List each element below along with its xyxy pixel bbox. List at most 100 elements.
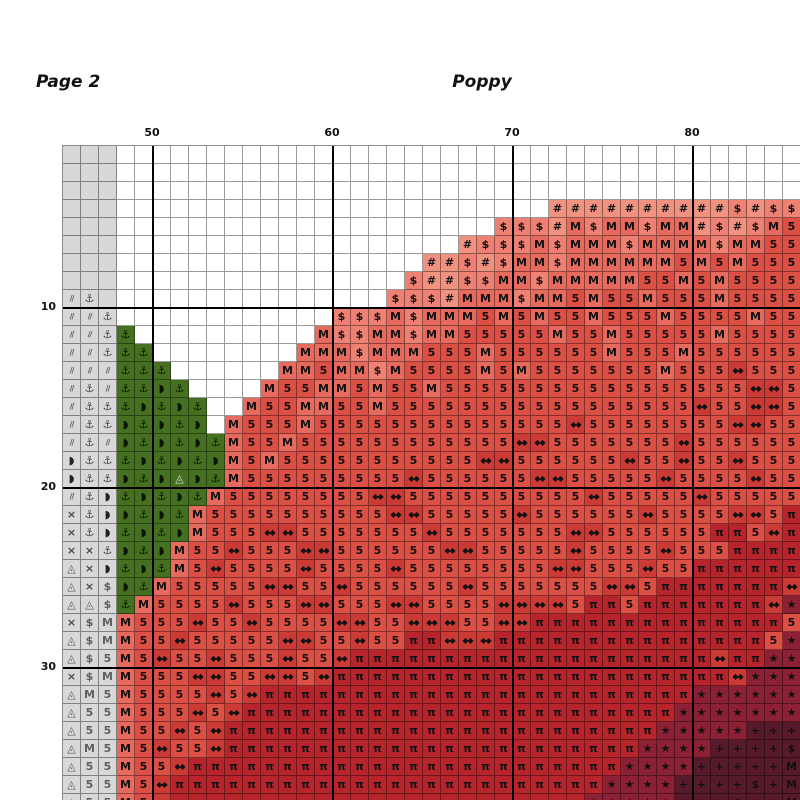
grid-cell-red-deep-pi: π: [567, 740, 585, 758]
grid-cell-green-anchor: ⚓: [153, 524, 171, 542]
grid-cell-red-5: 5: [657, 506, 675, 524]
grid-cell-gray-slash: //: [99, 434, 117, 452]
grid-cell-red-5: 5: [135, 668, 153, 686]
grid-cell-red-dark-diamonds: ◆◆: [783, 578, 800, 596]
grid-cell-red-dark-diamonds: ◆◆: [621, 578, 639, 596]
grid-cell-red-dark-diamonds: ◆◆: [747, 398, 765, 416]
grid-cell-red-light-dollar: $: [549, 254, 567, 272]
grid-cell-white-empty: [405, 218, 423, 236]
grid-cell-red-deep-pi: π: [441, 668, 459, 686]
grid-cell-red-medium-m: M: [297, 416, 315, 434]
grid-cell-white-empty: [387, 164, 405, 182]
grid-cell-white-empty: [711, 164, 729, 182]
grid-cell-white-empty: [207, 326, 225, 344]
grid-cell-red-light-dollar: $: [405, 272, 423, 290]
grid-cell-red-dark-diamonds: ◆◆: [675, 452, 693, 470]
grid-cell-red-deep-pi: π: [531, 704, 549, 722]
grid-cell-white-empty: [351, 218, 369, 236]
grid-cell-red-5: 5: [333, 470, 351, 488]
grid-cell-red-deep-pi: π: [351, 740, 369, 758]
grid-cell-red-deep-pi: π: [603, 686, 621, 704]
grid-cell-red-5: 5: [729, 344, 747, 362]
grid-cell-red-5: 5: [783, 470, 800, 488]
grid-cell-red-dark-diamonds: ◆◆: [171, 632, 189, 650]
grid-cell-white-empty: [279, 290, 297, 308]
grid-cell-red-deep-pi: π: [459, 722, 477, 740]
grid-cell-red-5: 5: [513, 398, 531, 416]
grid-cell-red-5: 5: [441, 398, 459, 416]
grid-cell-gray-moon: ◗: [99, 488, 117, 506]
grid-cell-red-5: 5: [333, 506, 351, 524]
grid-cell-white-empty: [153, 218, 171, 236]
grid-cell-white-empty: [351, 290, 369, 308]
grid-cell-red-light-dollar: $: [405, 326, 423, 344]
grid-cell-gray-m: M: [99, 614, 117, 632]
grid-cell-red-5: 5: [261, 434, 279, 452]
grid-cell-red-light-dollar: $: [513, 236, 531, 254]
grid-cell-white-empty: [279, 254, 297, 272]
grid-cell-green-anchor: ⚓: [117, 524, 135, 542]
grid-row: //⚓//⚓ ⚓ ◗ ⚓ M 5 5 M M 5 M 5 5 M 5 5 5 5 5 5 5 5 5 5 5 5 5 5 5 5 5 ◆◆ ◆◆…: [63, 380, 800, 398]
grid-cell-red-5: 5: [639, 416, 657, 434]
grid-row: ◬ $ M M 5 5 ◆◆ 5 5 5 5 5 ◆◆ ◆◆ 5 5 ◆◆ 5 5 π π ◆◆ ◆◆ ◆◆ π π π π π π π π π…: [63, 632, 800, 650]
grid-cell-red-deep-pi: π: [567, 650, 585, 668]
grid-cell-maroon-star: ★: [639, 794, 657, 800]
grid-cell-red-medium-m: M: [567, 254, 585, 272]
grid-row: [63, 146, 800, 164]
grid-cell-red-deep-pi: π: [405, 740, 423, 758]
grid-cell-red-deep-pi: π: [423, 794, 441, 800]
grid-cell-red-5: 5: [477, 542, 495, 560]
grid-cell-red-5: 5: [675, 326, 693, 344]
grid-cell-white-empty: [117, 200, 135, 218]
grid-cell-white-empty: [171, 146, 189, 164]
grid-cell-red-deep-pi: π: [531, 686, 549, 704]
grid-cell-red-deep-pi: π: [315, 722, 333, 740]
grid-cell-red-5: 5: [567, 326, 585, 344]
grid-cell-red-deep-pi: π: [531, 614, 549, 632]
grid-cell-gray-anchor: ⚓: [99, 308, 117, 326]
grid-cell-white-empty: [153, 326, 171, 344]
grid-cell-red-deep-pi: π: [495, 740, 513, 758]
grid-cell-red-deep-pi: π: [603, 668, 621, 686]
grid-cell-red-5: 5: [315, 416, 333, 434]
grid-cell-red-deep-pi: π: [783, 506, 800, 524]
grid-cell-red-5: 5: [783, 416, 800, 434]
grid-cell-green-anchor: ⚓: [153, 398, 171, 416]
grid-cell-red-5: 5: [441, 596, 459, 614]
grid-cell-red-5: 5: [549, 452, 567, 470]
grid-cell-red-5: 5: [765, 452, 783, 470]
grid-cell-maroon-star: ★: [639, 776, 657, 794]
grid-cell-red-lightest-hash: #: [549, 200, 567, 218]
grid-row: ◬ 5 5 M 5 5 ◆◆ π π π π π π π π π π π π π π π π π π π π π π π π ★ ★ ★ ★ + + + +…: [63, 758, 800, 776]
grid-cell-red-5: 5: [315, 632, 333, 650]
grid-cell-red-5: 5: [477, 524, 495, 542]
grid-cell-red-lightest-hash: #: [675, 200, 693, 218]
grid-cell-red-5: 5: [711, 542, 729, 560]
grid-cell-red-5: 5: [657, 326, 675, 344]
grid-cell-red-dark-diamonds: ◆◆: [207, 560, 225, 578]
grid-cell-gray-triangle: ◬: [63, 740, 81, 758]
grid-cell-red-5: 5: [423, 488, 441, 506]
grid-cell-gray-anchor: ⚓: [81, 434, 99, 452]
grid-cell-red-medium-m: M: [621, 254, 639, 272]
grid-cell-red-5: 5: [135, 614, 153, 632]
grid-cell-white-empty: [225, 362, 243, 380]
grid-cell-red-5: 5: [135, 794, 153, 800]
grid-cell-gray-anchor: ⚓: [99, 398, 117, 416]
grid-cell-white-empty: [531, 182, 549, 200]
grid-cell-red-5: 5: [351, 506, 369, 524]
grid-cell-red-5: 5: [621, 326, 639, 344]
grid-cell-red-5: 5: [567, 506, 585, 524]
grid-cell-red-5: 5: [549, 344, 567, 362]
grid-cell-white-empty: [297, 308, 315, 326]
grid-cell-red-5: 5: [405, 362, 423, 380]
grid-cell-red-deep-pi: π: [567, 686, 585, 704]
grid-row: # # $ # $ M M $ M M M M M M 5 M 5 M 5 5 5: [63, 254, 800, 272]
grid-cell-gray-slash: //: [63, 398, 81, 416]
grid-cell-white-empty: [207, 146, 225, 164]
grid-cell-red-dark-diamonds: ◆◆: [477, 452, 495, 470]
grid-cell-red-5: 5: [711, 452, 729, 470]
grid-cell-red-5: 5: [783, 614, 800, 632]
grid-cell-white-empty: [333, 164, 351, 182]
grid-cell-white-empty: [351, 164, 369, 182]
